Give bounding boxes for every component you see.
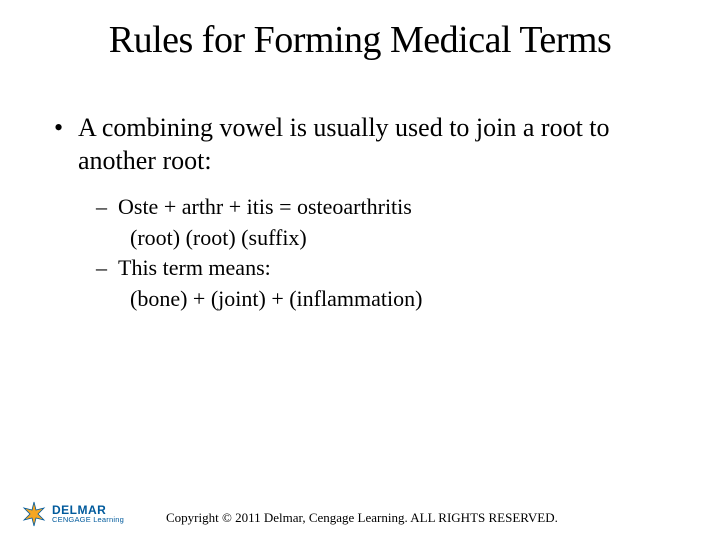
sub-labels: (root) (root) (suffix)	[96, 224, 680, 253]
star-icon	[20, 500, 48, 528]
logo-text: DELMAR CENGAGE Learning	[52, 504, 124, 524]
footer: DELMAR CENGAGE Learning Copyright © 2011…	[0, 500, 720, 528]
sub-meaning: (bone) + (joint) + (inflammation)	[96, 285, 680, 314]
slide-container: Rules for Forming Medical Terms A combin…	[0, 0, 720, 540]
logo-parent: CENGAGE Learning	[52, 516, 124, 524]
bullet-level-1: A combining vowel is usually used to joi…	[50, 112, 680, 177]
content-area: A combining vowel is usually used to joi…	[40, 112, 680, 313]
slide-title: Rules for Forming Medical Terms	[40, 18, 680, 62]
sublist: Oste + arthr + itis = osteoarthritis (ro…	[50, 193, 680, 313]
copyright-text: Copyright © 2011 Delmar, Cengage Learnin…	[166, 510, 558, 528]
bullet-level-2: Oste + arthr + itis = osteoarthritis	[96, 193, 680, 222]
publisher-logo: DELMAR CENGAGE Learning	[20, 500, 124, 528]
bullet-level-2: This term means:	[96, 254, 680, 283]
